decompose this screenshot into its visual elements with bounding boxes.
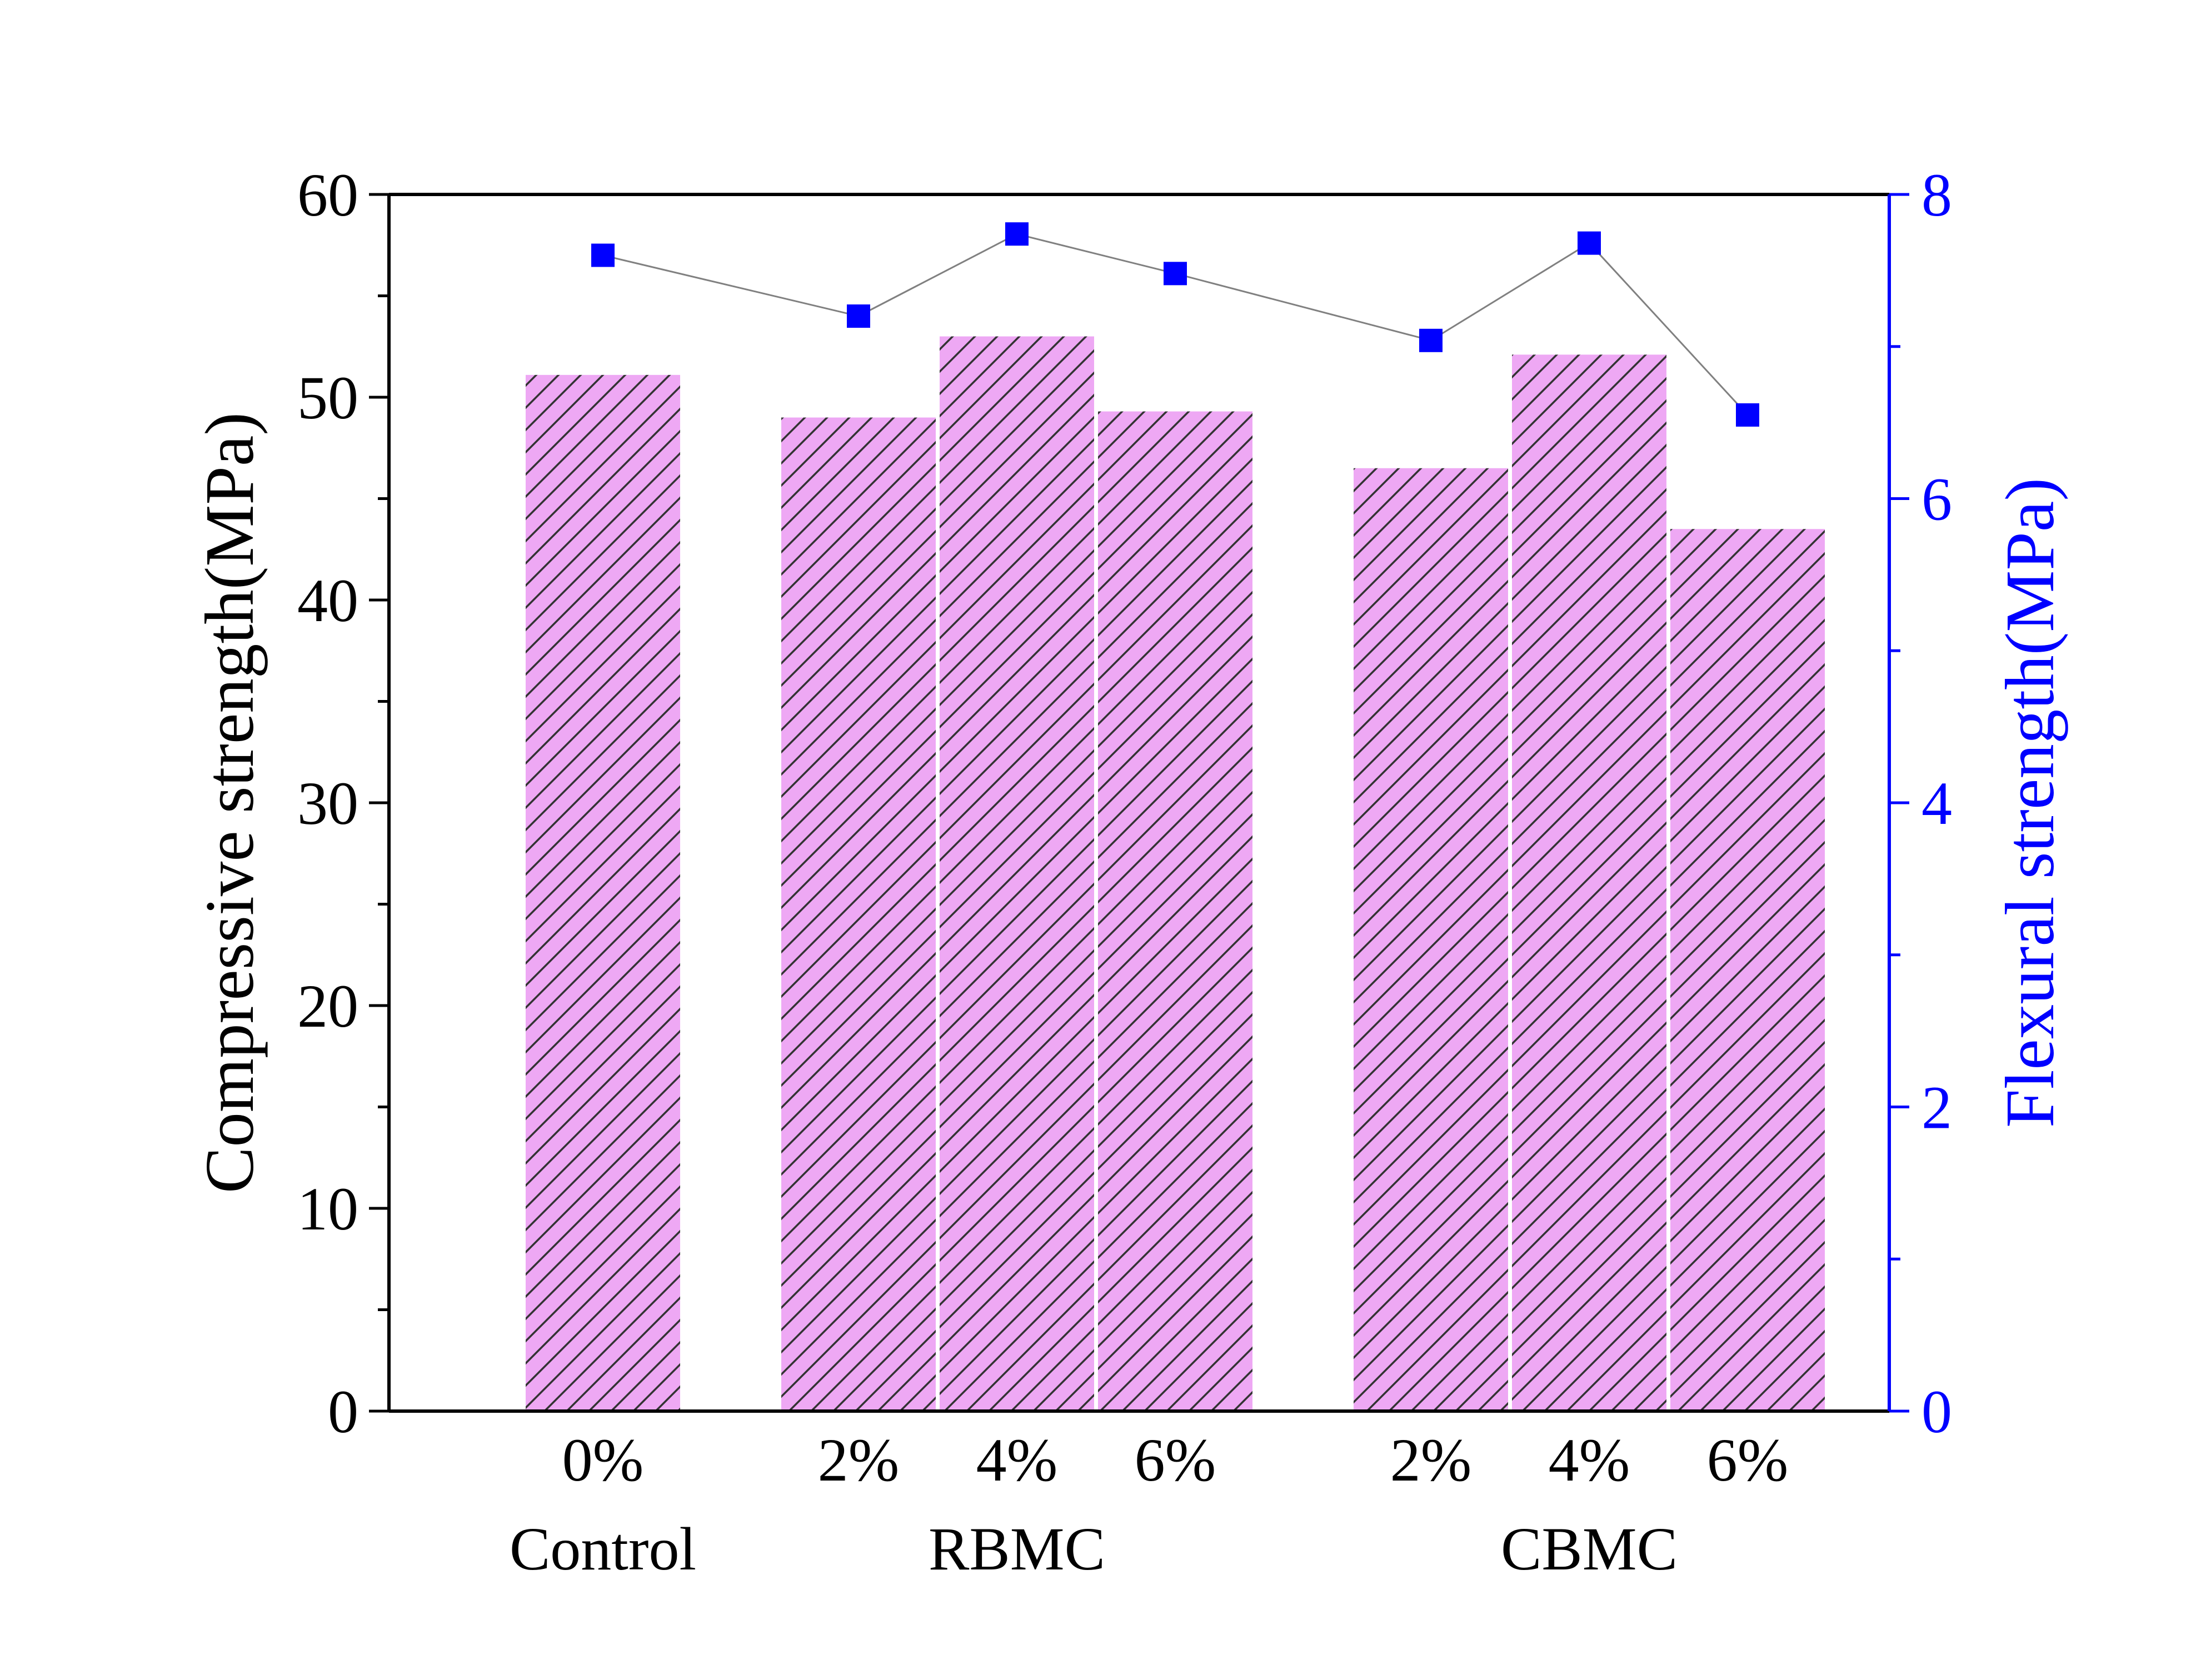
right-tick-label: 4 xyxy=(1921,769,1952,837)
data-point xyxy=(1005,222,1029,246)
bar-series xyxy=(526,336,1825,1411)
data-point xyxy=(1419,328,1443,352)
left-tick-label: 10 xyxy=(297,1175,358,1243)
right-tick-label: 2 xyxy=(1921,1074,1952,1142)
data-point xyxy=(591,243,615,267)
category-label: 2% xyxy=(818,1426,900,1494)
y-axis-title: Compressive strength(MPa) xyxy=(192,412,268,1193)
y2-axis-title: Flexural strength(MPa) xyxy=(1992,478,2069,1128)
bar xyxy=(1098,411,1252,1411)
group-label: Control xyxy=(510,1515,696,1583)
line-series xyxy=(591,222,1759,427)
bar xyxy=(1670,529,1825,1411)
right-tick-label: 8 xyxy=(1921,161,1952,229)
category-label: 4% xyxy=(976,1426,1058,1494)
category-label: 2% xyxy=(1390,1426,1472,1494)
left-tick-label: 0 xyxy=(328,1378,358,1446)
category-label: 6% xyxy=(1707,1426,1789,1494)
right-tick-label: 0 xyxy=(1921,1378,1952,1446)
bar xyxy=(1512,354,1666,1411)
left-tick-label: 50 xyxy=(297,364,358,432)
bar xyxy=(781,417,936,1411)
left-tick-label: 40 xyxy=(297,567,358,634)
left-tick-label: 20 xyxy=(297,972,358,1040)
bar xyxy=(526,374,680,1411)
group-label: CBMC xyxy=(1501,1515,1678,1583)
category-label: 4% xyxy=(1549,1426,1630,1494)
axis-labels: 0 10 20 30 40 50 60 0 2 4 6 8 0% 2% 4% 6% 2% 4% 6% Control R… xyxy=(192,161,2069,1583)
axes xyxy=(369,193,1909,1413)
data-point xyxy=(1164,262,1187,286)
right-tick-label: 6 xyxy=(1921,466,1952,533)
category-label: 6% xyxy=(1135,1426,1216,1494)
left-tick-label: 30 xyxy=(297,769,358,837)
bar xyxy=(1354,468,1508,1411)
category-label: 0% xyxy=(562,1426,644,1494)
group-label: RBMC xyxy=(929,1515,1105,1583)
data-point xyxy=(1578,231,1601,255)
bar xyxy=(940,336,1094,1411)
data-point xyxy=(1736,403,1759,427)
left-tick-label: 60 xyxy=(297,161,358,229)
data-point xyxy=(847,304,870,328)
